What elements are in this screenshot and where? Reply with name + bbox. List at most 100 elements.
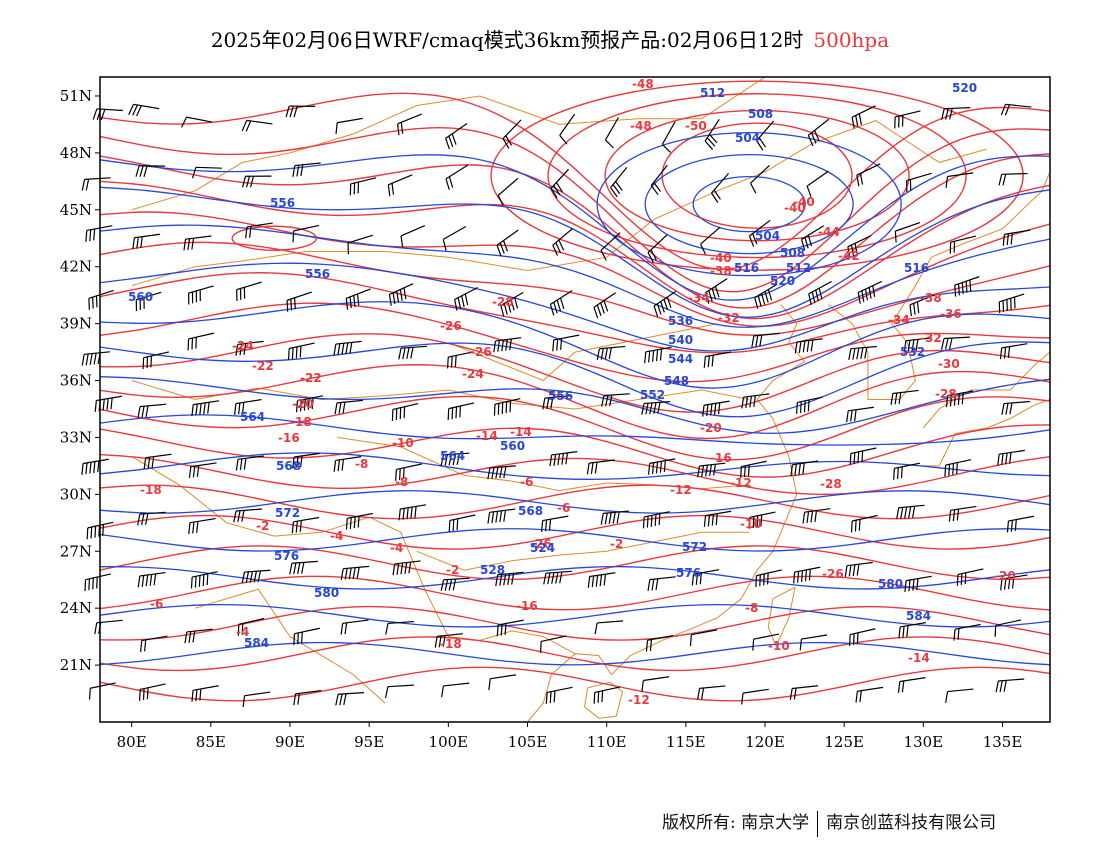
temperature-label: -40 xyxy=(793,195,815,209)
wind-barb xyxy=(998,172,1028,186)
height-label: 540 xyxy=(668,333,693,347)
wind-barb xyxy=(138,683,166,701)
map-frame xyxy=(99,76,1051,723)
temperature-label: -24 xyxy=(462,367,484,381)
wind-barb xyxy=(653,290,676,317)
wind-barb xyxy=(291,516,320,534)
temperature-label: -16 xyxy=(516,599,538,613)
wind-barb xyxy=(340,619,369,635)
height-label: 552 xyxy=(640,388,665,402)
temperature-label: -26 xyxy=(530,537,552,551)
wind-barb xyxy=(945,390,974,408)
wind-barb xyxy=(740,460,767,478)
wind-barb xyxy=(799,634,828,651)
wind-barb xyxy=(689,629,718,647)
temperature-label: -44 xyxy=(818,225,840,239)
temperature-label: -40 xyxy=(784,201,806,215)
temperature-label: -28 xyxy=(492,295,514,309)
wind-barb xyxy=(702,400,730,417)
wind-barb xyxy=(191,166,222,179)
wind-barb xyxy=(180,116,213,128)
wind-barb xyxy=(241,175,272,188)
wind-barb xyxy=(335,691,365,706)
wind-barb xyxy=(454,286,478,311)
wind-barb xyxy=(445,164,469,190)
wind-barb xyxy=(493,397,521,416)
temperature-label: -8 xyxy=(355,457,368,471)
wind-barb xyxy=(496,229,519,257)
wind-barb xyxy=(844,561,873,578)
wind-barb xyxy=(391,403,419,421)
wind-barb xyxy=(789,685,819,700)
height-contour xyxy=(99,341,1051,418)
wind-barb xyxy=(190,571,218,589)
temperature-label: -16 xyxy=(710,451,732,465)
temperature-contour xyxy=(99,453,1051,496)
wind-barb xyxy=(903,337,932,353)
x-tick-label: 110E xyxy=(587,733,627,751)
wind-barb xyxy=(292,162,321,177)
y-tick-label: 36N xyxy=(60,372,92,390)
wind-barb xyxy=(447,402,475,421)
wind-barb xyxy=(748,219,771,247)
temperature-label: -2 xyxy=(610,537,623,551)
wind-barb xyxy=(400,225,426,248)
height-contour xyxy=(99,301,1051,389)
coastline-path xyxy=(194,588,386,704)
wind-barb xyxy=(241,569,271,584)
height-label: 568 xyxy=(276,459,301,473)
wind-barb xyxy=(543,570,572,585)
wind-barb xyxy=(647,576,676,591)
wind-barb xyxy=(703,510,732,528)
wind-barb xyxy=(135,291,162,312)
temperature-contour xyxy=(99,575,1051,611)
y-tick-label: 39N xyxy=(60,315,92,333)
wind-barb xyxy=(846,406,875,423)
wind-barb xyxy=(495,571,524,587)
height-label: 520 xyxy=(770,274,795,288)
temperature-label: -32 xyxy=(718,311,740,325)
wind-barb xyxy=(647,234,668,263)
wind-barb xyxy=(754,283,778,309)
wind-barb xyxy=(234,398,262,415)
height-label: 584 xyxy=(906,609,931,623)
temperature-contour xyxy=(99,545,1051,581)
wind-barb xyxy=(293,627,320,646)
height-label: 516 xyxy=(904,261,929,275)
wind-barb xyxy=(849,628,876,646)
wind-barb xyxy=(600,510,630,525)
wind-barb xyxy=(641,676,670,692)
copyright-footer: 版权所有: 南京大学 南京创蓝科技有限公司 xyxy=(662,808,996,837)
wind-barb xyxy=(559,113,576,145)
y-tick-label: 27N xyxy=(60,542,92,560)
wind-barb xyxy=(587,572,616,588)
wind-barb xyxy=(999,343,1028,360)
coastline-path xyxy=(920,399,1051,467)
wind-barb xyxy=(898,622,926,639)
wind-barb xyxy=(500,291,524,317)
wind-barb xyxy=(647,458,676,475)
temperature-label: -26 xyxy=(440,319,462,333)
wind-barb xyxy=(756,120,775,151)
wind-barb xyxy=(242,691,271,708)
wind-barbs xyxy=(81,103,1035,708)
wind-barb xyxy=(994,619,1022,637)
temperature-label: -40 xyxy=(710,251,732,265)
temperature-label: -6 xyxy=(557,501,570,515)
y-tick-label: 42N xyxy=(60,258,92,276)
temperature-label: -10 xyxy=(768,639,790,653)
height-closed-contour xyxy=(596,131,902,277)
wind-barb xyxy=(539,635,567,653)
temperature-label: -34 xyxy=(688,291,710,305)
temperature-contour xyxy=(99,605,1051,641)
wind-barb xyxy=(806,170,829,198)
height-label: 556 xyxy=(305,267,330,281)
height-contour xyxy=(99,224,1051,328)
wind-barb xyxy=(540,515,569,532)
wind-barb xyxy=(945,688,974,703)
wind-barb xyxy=(703,351,732,368)
wind-barb xyxy=(140,635,168,652)
wind-barb xyxy=(894,222,921,243)
copyright-right: 南京创蓝科技有限公司 xyxy=(826,813,997,833)
temperature-label: -16 xyxy=(278,431,300,445)
